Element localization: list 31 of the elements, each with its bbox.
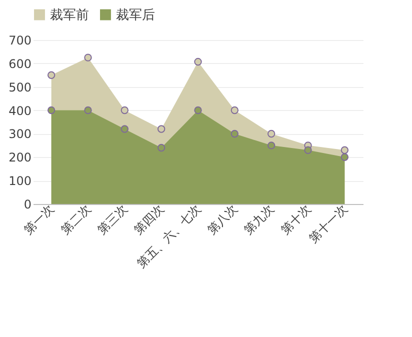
point: [84, 54, 92, 62]
point: [194, 106, 202, 114]
point: [157, 144, 166, 152]
y-tick-label: 300: [8, 127, 32, 142]
point: [47, 106, 56, 114]
y-tick-label: 200: [8, 150, 32, 165]
x-tick-label: 第八次: [204, 202, 240, 237]
legend-label: 裁军前: [50, 8, 89, 23]
x-tick-label: 第三次: [94, 202, 130, 237]
y-tick-label: 400: [8, 104, 32, 118]
point: [304, 146, 312, 154]
y-tick-label: 0: [24, 198, 32, 212]
point: [230, 106, 239, 114]
point: [120, 125, 129, 133]
y-tick-label: 100: [8, 174, 32, 188]
y-tick-label: 500: [8, 80, 32, 94]
x-tick-label: 第二次: [58, 202, 94, 237]
x-tick-label: 第九次: [241, 202, 277, 237]
point: [340, 153, 349, 161]
y-tick-label: 600: [8, 56, 32, 71]
legend-label: 裁军后: [116, 8, 155, 23]
point: [84, 106, 92, 114]
point: [47, 71, 56, 79]
point: [340, 146, 349, 154]
point: [267, 130, 276, 138]
y-tick-label: 700: [8, 34, 32, 48]
point: [194, 58, 202, 66]
point: [230, 130, 239, 138]
point: [267, 142, 276, 150]
point: [157, 125, 166, 133]
point: [120, 106, 129, 114]
